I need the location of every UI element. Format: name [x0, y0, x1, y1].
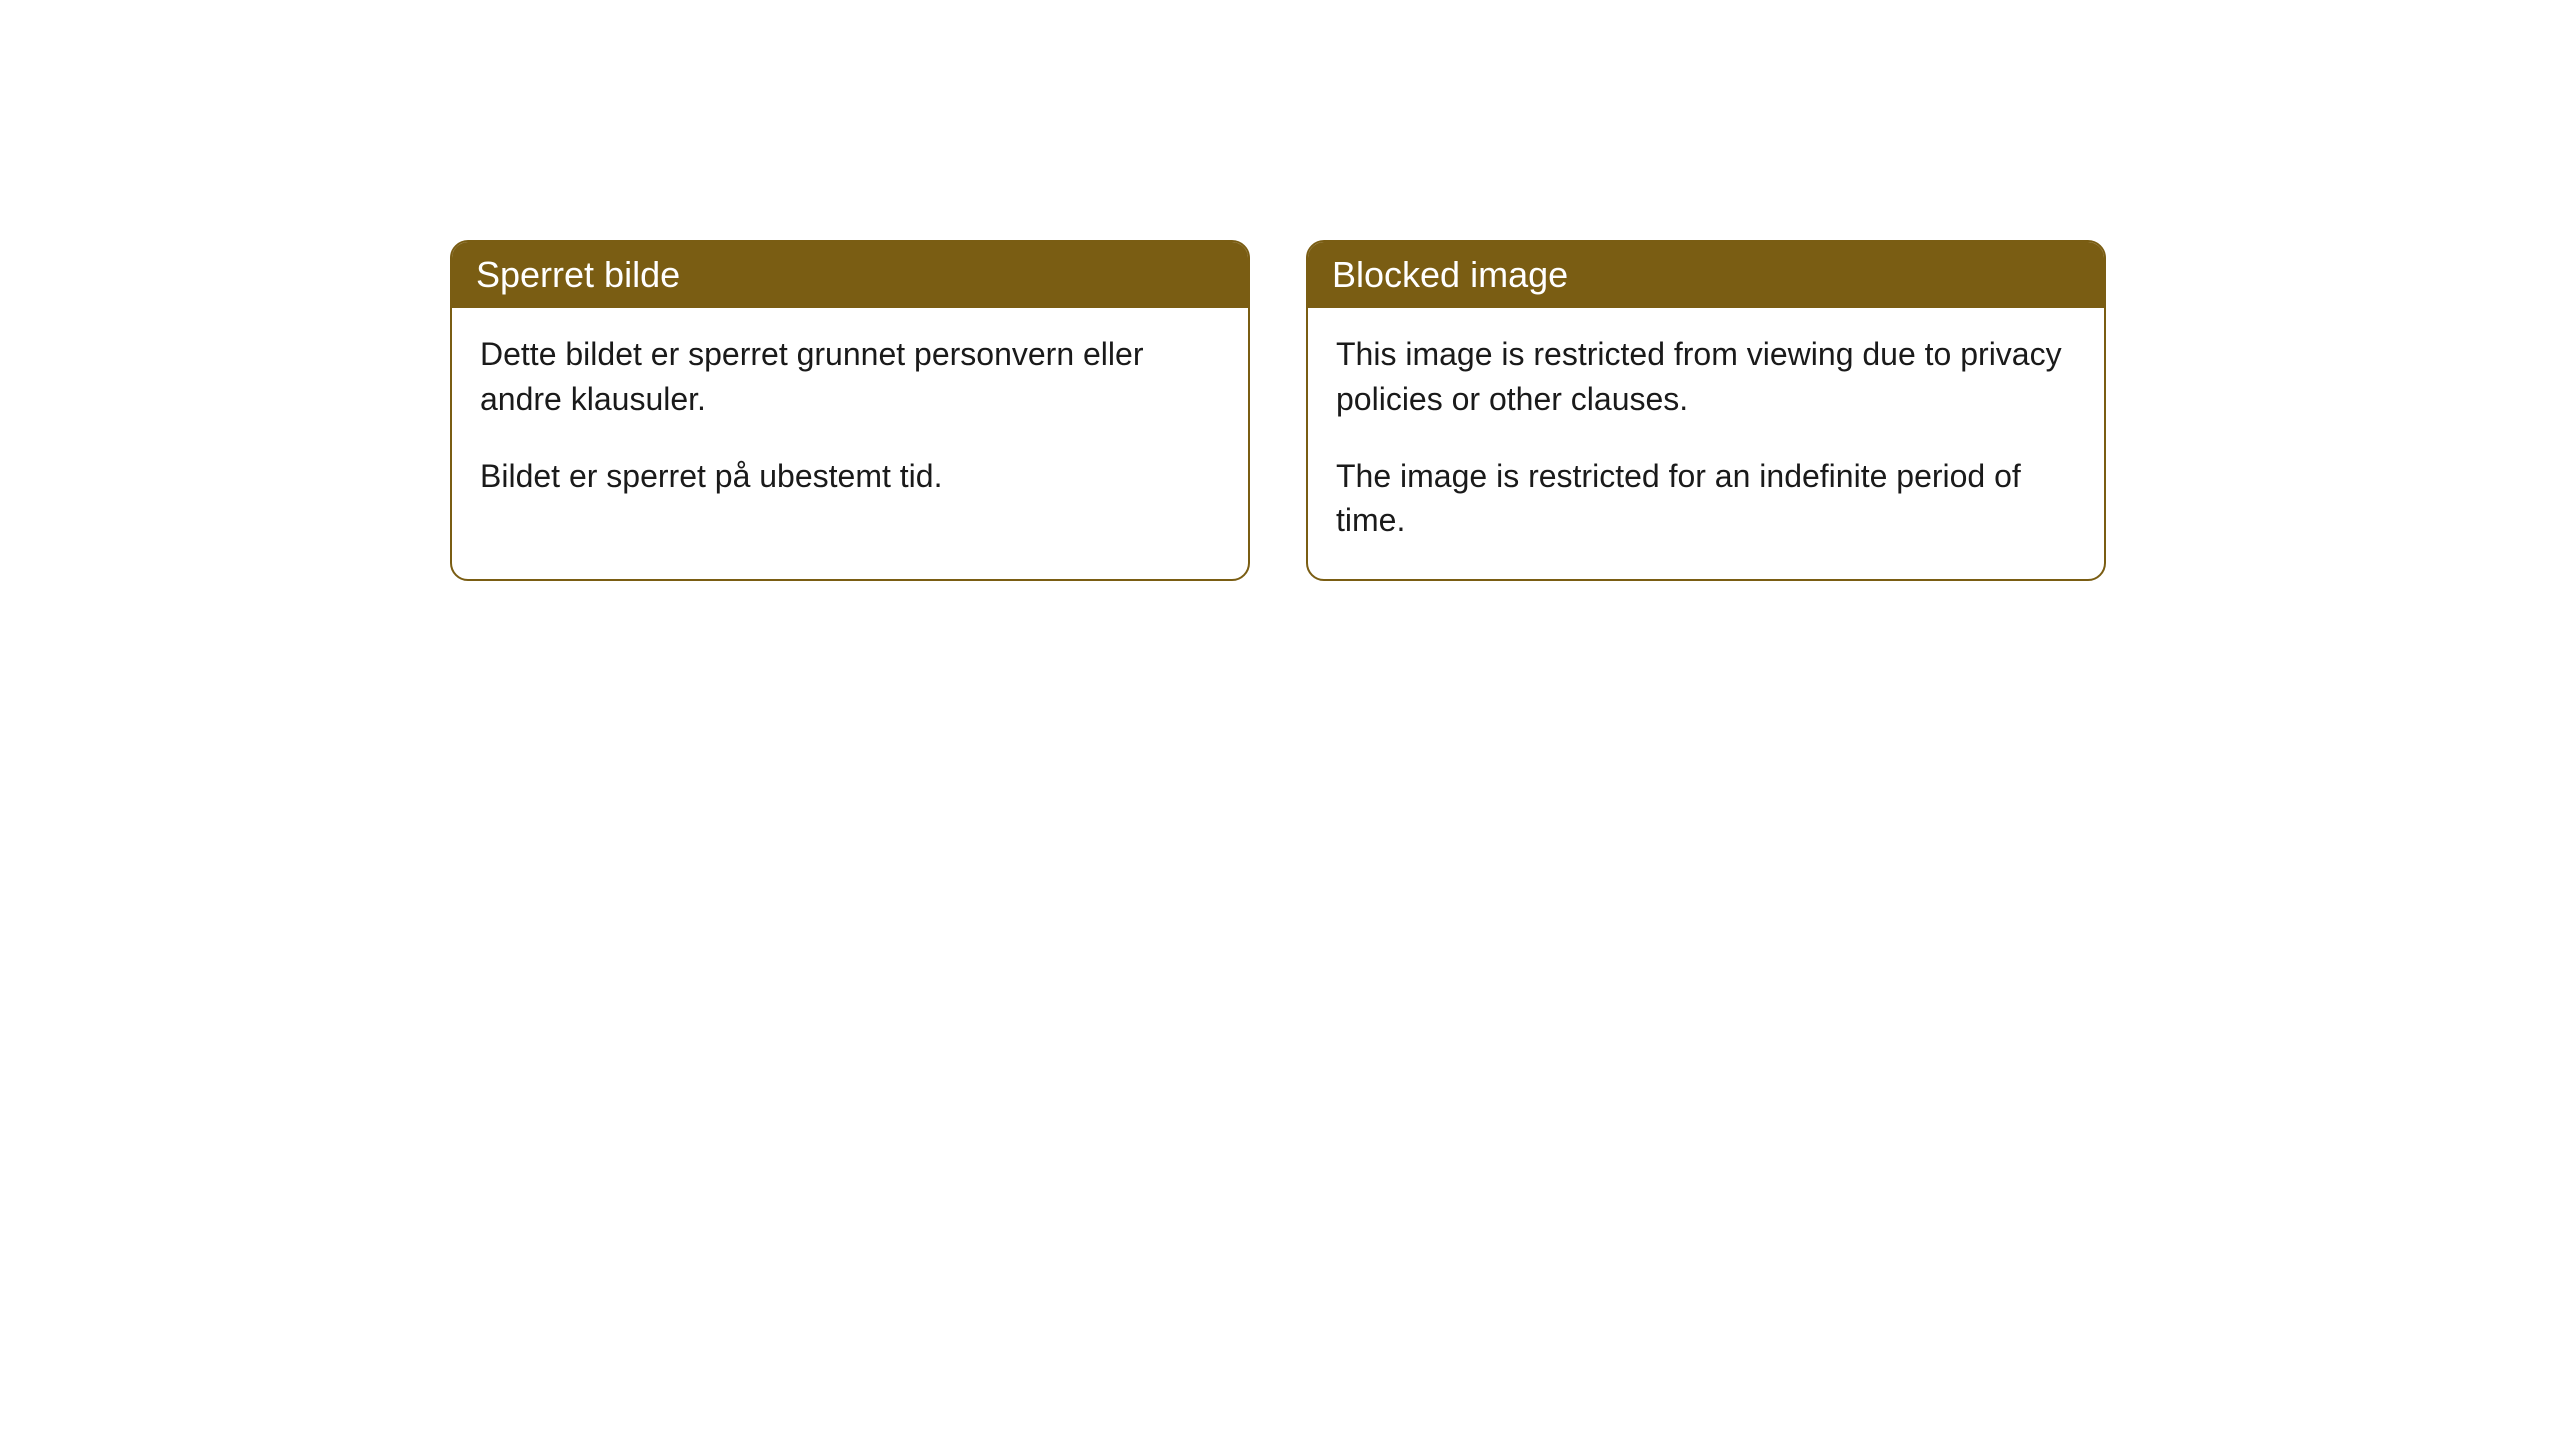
- card-paragraph: Dette bildet er sperret grunnet personve…: [480, 332, 1220, 422]
- card-body: This image is restricted from viewing du…: [1308, 308, 2104, 579]
- card-title: Blocked image: [1308, 242, 2104, 308]
- notice-card-norwegian: Sperret bilde Dette bildet er sperret gr…: [450, 240, 1250, 581]
- card-paragraph: Bildet er sperret på ubestemt tid.: [480, 454, 1220, 499]
- notice-cards-container: Sperret bilde Dette bildet er sperret gr…: [450, 240, 2560, 581]
- card-body: Dette bildet er sperret grunnet personve…: [452, 308, 1248, 534]
- card-title: Sperret bilde: [452, 242, 1248, 308]
- card-paragraph: The image is restricted for an indefinit…: [1336, 454, 2076, 544]
- card-paragraph: This image is restricted from viewing du…: [1336, 332, 2076, 422]
- notice-card-english: Blocked image This image is restricted f…: [1306, 240, 2106, 581]
